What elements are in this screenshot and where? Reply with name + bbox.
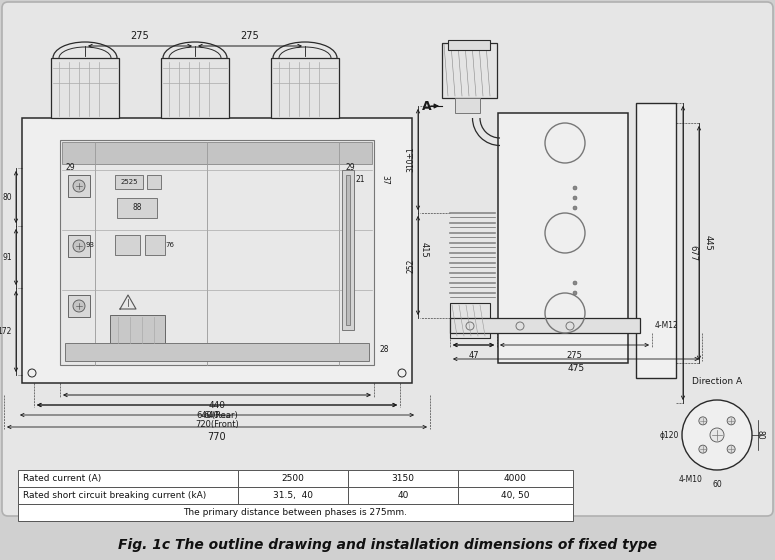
Bar: [238, 487, 348, 504]
Text: 252: 252: [406, 258, 415, 273]
Bar: [161, 58, 229, 118]
Text: 21: 21: [356, 175, 366, 184]
Text: 4-M12: 4-M12: [655, 321, 679, 330]
Bar: [636, 103, 676, 378]
Text: 720(Front): 720(Front): [195, 420, 239, 429]
Text: 31.5,  40: 31.5, 40: [273, 491, 313, 500]
Circle shape: [573, 291, 577, 295]
Circle shape: [73, 300, 85, 312]
Bar: [65, 343, 369, 361]
Circle shape: [699, 417, 707, 425]
Bar: [450, 303, 490, 338]
Text: 640₅ₕₐᵣ: 640₅ₕₐᵣ: [203, 411, 231, 420]
Circle shape: [573, 281, 577, 285]
Text: 60: 60: [712, 480, 722, 489]
Circle shape: [573, 196, 577, 200]
Text: 91: 91: [2, 253, 12, 262]
Bar: [498, 113, 628, 363]
Text: The primary distance between phases is 275mm.: The primary distance between phases is 2…: [184, 508, 408, 517]
Text: 28: 28: [379, 346, 388, 354]
Text: 275: 275: [131, 31, 150, 41]
Bar: [18, 504, 573, 521]
Text: 76: 76: [166, 242, 174, 248]
Text: 445: 445: [704, 235, 713, 251]
Text: 677: 677: [688, 245, 697, 261]
Text: 2525: 2525: [120, 179, 138, 185]
Bar: [238, 470, 348, 487]
Text: 4000: 4000: [504, 474, 527, 483]
Circle shape: [727, 417, 735, 425]
Bar: [115, 175, 143, 189]
Text: 415: 415: [420, 242, 429, 258]
Text: Rated short circuit breaking current (kA): Rated short circuit breaking current (kA…: [23, 491, 206, 500]
Bar: [458, 487, 573, 504]
Bar: [448, 40, 490, 50]
Bar: [68, 295, 90, 317]
Bar: [346, 175, 350, 325]
Bar: [342, 170, 354, 330]
Text: 29: 29: [65, 164, 74, 172]
Circle shape: [699, 445, 707, 453]
Text: A: A: [422, 100, 432, 113]
Text: 3150: 3150: [391, 474, 415, 483]
Circle shape: [710, 428, 724, 442]
Bar: [18, 487, 238, 504]
Bar: [271, 58, 339, 118]
Text: 172: 172: [0, 327, 12, 336]
Bar: [51, 58, 119, 118]
Bar: [442, 43, 497, 98]
Bar: [455, 98, 480, 113]
Bar: [18, 470, 238, 487]
Text: 80: 80: [2, 193, 12, 202]
Text: Direction A: Direction A: [692, 377, 742, 386]
Text: 80: 80: [756, 430, 765, 440]
Text: 440: 440: [208, 401, 226, 410]
Text: 88: 88: [133, 203, 142, 212]
FancyBboxPatch shape: [2, 2, 773, 516]
Text: 93: 93: [85, 242, 95, 248]
Text: Rated current (A): Rated current (A): [23, 474, 102, 483]
Bar: [68, 235, 90, 257]
Circle shape: [727, 445, 735, 453]
Circle shape: [573, 206, 577, 210]
Text: 475: 475: [567, 364, 584, 373]
Text: 310±1: 310±1: [406, 147, 415, 172]
Bar: [450, 318, 640, 333]
Bar: [147, 175, 161, 189]
Text: 40, 50: 40, 50: [501, 491, 530, 500]
Bar: [110, 315, 165, 345]
Bar: [22, 118, 412, 383]
Bar: [348, 487, 458, 504]
Text: 47: 47: [468, 351, 479, 360]
Text: 275: 275: [567, 351, 583, 360]
Text: 4: 4: [502, 320, 507, 329]
Text: 275: 275: [240, 31, 260, 41]
Text: ϕ120: ϕ120: [660, 431, 679, 440]
Text: 770: 770: [208, 432, 226, 442]
Text: 2500: 2500: [281, 474, 305, 483]
Text: 37: 37: [380, 175, 389, 185]
Bar: [348, 470, 458, 487]
Text: 29: 29: [346, 164, 356, 172]
Text: 640(Rear): 640(Rear): [196, 411, 238, 420]
Bar: [62, 142, 372, 164]
Bar: [60, 140, 374, 365]
Bar: [458, 470, 573, 487]
Bar: [68, 175, 90, 197]
Circle shape: [573, 186, 577, 190]
Text: 40: 40: [398, 491, 408, 500]
Circle shape: [73, 180, 85, 192]
Text: Fig. 1c The outline drawing and installation dimensions of fixed type: Fig. 1c The outline drawing and installa…: [118, 538, 656, 552]
Circle shape: [73, 240, 85, 252]
Bar: [117, 198, 157, 218]
Bar: [115, 235, 140, 255]
Circle shape: [682, 400, 752, 470]
Bar: [145, 235, 165, 255]
Text: 4-M10: 4-M10: [679, 475, 703, 484]
